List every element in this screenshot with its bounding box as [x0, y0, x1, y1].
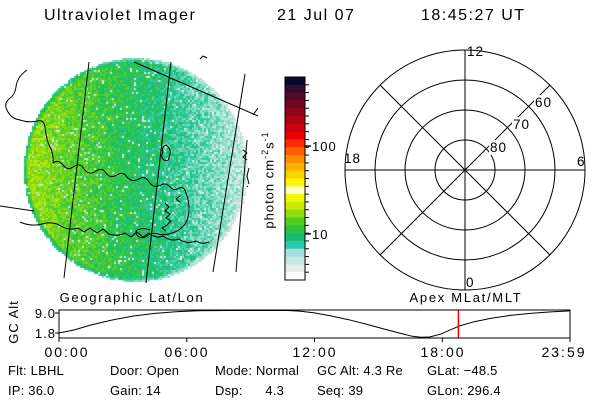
- gc-alt-plot: [55, 309, 571, 342]
- ring-label-60: 60: [534, 95, 554, 110]
- status-seq: Seq: 39: [317, 383, 364, 398]
- status-gc-alt: GC Alt: 4.3 Re: [317, 363, 403, 378]
- polar-ring-70: [404, 109, 526, 231]
- header-date: 21 Jul 07: [277, 7, 356, 24]
- colorbar-tick-label-100: 100: [312, 139, 337, 154]
- gc-xtick-1800: 18:00: [420, 344, 466, 360]
- polar-spokes: [345, 50, 585, 290]
- gc-alt-curve: [58, 310, 571, 338]
- status-gain: Gain: 14: [110, 383, 161, 398]
- polar-grid: [344, 49, 586, 291]
- header-time: 18:45:27 UT: [421, 7, 526, 24]
- clock-label-6: 6: [577, 154, 586, 169]
- clock-label-18: 18: [344, 151, 362, 166]
- status-flt: Flt: LBHL: [8, 363, 64, 378]
- polar-ring-50: [344, 49, 586, 291]
- colorbar-frame: [284, 76, 306, 281]
- status-door: Door: Open: [110, 363, 180, 378]
- gc-ytick-9.0: 9.0: [34, 306, 56, 321]
- status-ip: IP: 36.0: [8, 383, 55, 398]
- gc-ytick-1.8: 1.8: [34, 326, 56, 341]
- ring-label-80: 80: [489, 140, 509, 155]
- colorbar-gradient: [285, 77, 305, 281]
- gc-plot-frame: [58, 309, 571, 339]
- caption-apex-mlat-mlt: Apex MLat/MLT: [409, 290, 523, 305]
- status-glon: GLon: 296.4: [427, 383, 501, 398]
- status-dsp: Dsp: 4.3: [215, 383, 285, 398]
- polar-ring-80: [434, 139, 496, 201]
- clock-label-12: 12: [467, 44, 485, 59]
- colorbar-label: photon cm-2s-1: [260, 131, 277, 229]
- caption-geographic-latlon: Geographic Lat/Lon: [59, 290, 205, 305]
- clock-label-0: 0: [466, 275, 475, 290]
- gc-xtick-0000: 00:00: [44, 344, 90, 360]
- colorbar-ticks: [305, 84, 311, 273]
- status-glat: GLat: −48.5: [427, 363, 498, 378]
- status-mode: Mode: Normal: [215, 363, 300, 378]
- ring-label-70: 70: [512, 117, 532, 132]
- colorbar-tick-label-10: 10: [312, 227, 329, 242]
- page-title: Ultraviolet Imager: [44, 7, 197, 24]
- gc-xtick-2359: 23:59: [541, 344, 587, 360]
- polar-ring-60: [374, 79, 556, 261]
- gc-xtick-1200: 12:00: [292, 344, 338, 360]
- uv-disk-image: [20, 54, 252, 286]
- gc-axis-ticks: [55, 312, 571, 342]
- gc-ylabel: GC Alt: [6, 300, 21, 344]
- gc-xtick-0600: 06:00: [164, 344, 210, 360]
